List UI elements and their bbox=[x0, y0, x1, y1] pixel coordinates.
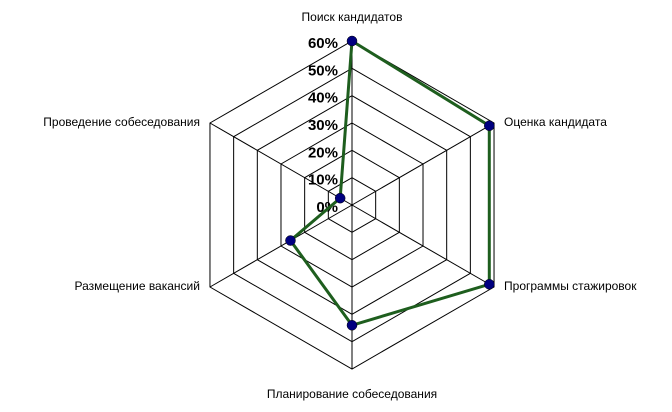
category-label: Проведение собеседования bbox=[43, 115, 200, 129]
tick-label: 30% bbox=[308, 117, 338, 134]
category-label: Поиск кандидатов bbox=[302, 10, 403, 24]
tick-label: 50% bbox=[308, 62, 338, 79]
data-point bbox=[346, 35, 358, 47]
category-label: Оценка кандидата bbox=[504, 115, 607, 129]
grid-ring bbox=[256, 95, 448, 315]
tick-label: 20% bbox=[308, 144, 338, 161]
category-label: Программы стажировок bbox=[504, 279, 637, 293]
data-point bbox=[285, 235, 296, 246]
data-point bbox=[346, 320, 358, 331]
grid-ring bbox=[327, 177, 377, 233]
data-point bbox=[484, 279, 495, 290]
data-point bbox=[334, 192, 346, 204]
grid-ring bbox=[304, 149, 400, 261]
data-point bbox=[484, 120, 495, 131]
category-label: Планирование собеседования bbox=[267, 387, 437, 401]
grid-ring bbox=[233, 67, 471, 343]
tick-label: 40% bbox=[308, 90, 338, 107]
grid-ring bbox=[209, 40, 495, 370]
grid-ring bbox=[280, 122, 424, 288]
category-label: Размещение вакансий bbox=[75, 279, 200, 293]
tick-label: 60% bbox=[308, 35, 338, 52]
tick-label: 10% bbox=[308, 172, 338, 189]
